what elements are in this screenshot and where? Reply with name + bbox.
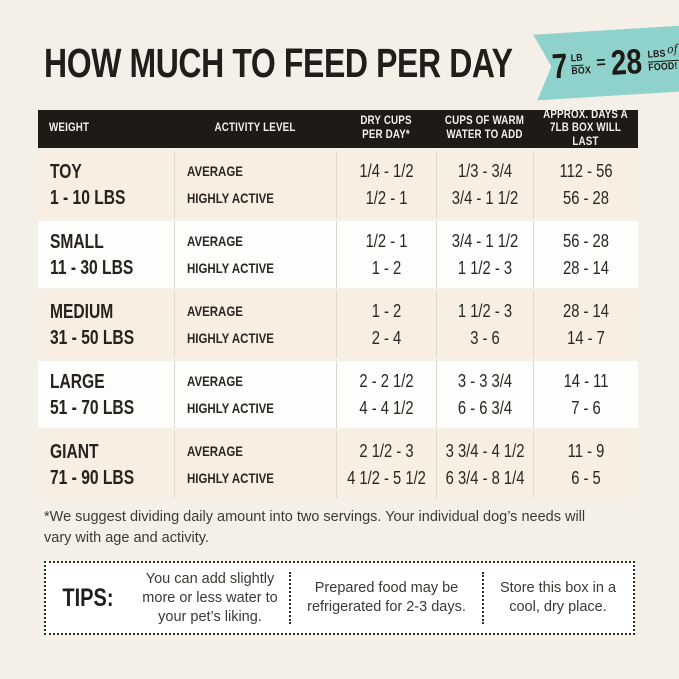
- dry-cups-cell: 1/4 - 1/2 1/2 - 1: [336, 151, 436, 218]
- days-last-cell: 14 - 11 7 - 6: [533, 361, 638, 428]
- badge-of-word: of: [666, 42, 678, 57]
- header-activity-level: ACTIVITY LEVEL: [214, 122, 296, 135]
- activity-cell: AVERAGE HIGHLY ACTIVE: [174, 361, 336, 428]
- servings-footnote: *We suggest dividing daily amount into t…: [44, 509, 586, 546]
- badge-food-label: FOOD!: [647, 60, 678, 74]
- activity-cell: AVERAGE HIGHLY ACTIVE: [174, 291, 336, 358]
- warm-water-cell: 3 3/4 - 4 1/2 6 3/4 - 8 1/4: [436, 431, 533, 498]
- table-row-medium: MEDIUM 31 - 50 LBS AVERAGE HIGHLY ACTIVE 1…: [38, 291, 638, 358]
- badge-lb-box-label: LB BOX: [570, 52, 591, 78]
- badge-box-count: 7: [550, 46, 569, 86]
- weight-cell: SMALL 11 - 30 LBS: [50, 230, 134, 279]
- days-last-cell: 112 - 56 56 - 28: [533, 151, 638, 218]
- table-row-giant: GIANT 71 - 90 LBS AVERAGE HIGHLY ACTIVE 2 …: [38, 431, 638, 498]
- table-row-small: SMALL 11 - 30 LBS AVERAGE HIGHLY ACTIVE 1/…: [38, 221, 638, 288]
- promo-badge: 7 LB BOX = 28 LBS of FOOD!: [533, 26, 679, 101]
- activity-cell: AVERAGE HIGHLY ACTIVE: [174, 221, 336, 288]
- header-weight: WEIGHT: [49, 122, 90, 135]
- weight-cell: TOY 1 - 10 LBS: [50, 160, 126, 209]
- tip-water-adjustment: You can add slightly more or less water …: [142, 570, 278, 625]
- feeding-table: WEIGHT ACTIVITY LEVEL DRY CUPS PER DAY* …: [38, 108, 638, 498]
- tip-refrigeration: Prepared food may be refrigerated for 2-…: [289, 563, 483, 633]
- tips-label-wrap: TIPS:: [46, 563, 130, 633]
- header-days-last: APPROX. DAYS A 7LB BOX WILL LAST: [543, 108, 628, 148]
- warm-water-cell: 3/4 - 1 1/2 1 1/2 - 3: [436, 221, 533, 288]
- days-last-cell: 56 - 28 28 - 14: [533, 221, 638, 288]
- tips-label: TIPS:: [62, 583, 114, 612]
- warm-water-cell: 1/3 - 3/4 3/4 - 1 1/2: [436, 151, 533, 218]
- badge-lb-label: LB: [570, 52, 583, 66]
- days-last-cell: 28 - 14 14 - 7: [533, 291, 638, 358]
- table-header-row: WEIGHT ACTIVITY LEVEL DRY CUPS PER DAY* …: [38, 108, 638, 148]
- warm-water-cell: 3 - 3 3/4 6 - 6 3/4: [436, 361, 533, 428]
- tips-box: TIPS: You can add slightly more or less …: [44, 561, 635, 635]
- page-title: HOW MUCH TO FEED PER DAY: [44, 40, 513, 86]
- tip-storage: Store this box in a cool, dry place.: [482, 563, 633, 633]
- header-dry-cups: DRY CUPS PER DAY*: [360, 115, 412, 141]
- header-warm-water: CUPS OF WARM WATER TO ADD: [444, 115, 525, 141]
- weight-cell: GIANT 71 - 90 LBS: [50, 440, 135, 489]
- activity-cell: AVERAGE HIGHLY ACTIVE: [174, 151, 336, 218]
- dry-cups-cell: 2 - 2 1/2 4 - 4 1/2: [336, 361, 436, 428]
- weight-cell: MEDIUM 31 - 50 LBS: [50, 300, 135, 349]
- activity-cell: AVERAGE HIGHLY ACTIVE: [174, 431, 336, 498]
- table-row-large: LARGE 51 - 70 LBS AVERAGE HIGHLY ACTIVE 2 …: [38, 361, 638, 428]
- promo-badge-content: 7 LB BOX = 28 LBS of FOOD!: [549, 41, 679, 84]
- badge-lbs-label: LBS of: [647, 45, 678, 63]
- badge-food-count: 28: [609, 41, 643, 83]
- table-row-toy: TOY 1 - 10 LBS AVERAGE HIGHLY ACTIVE 1/4 -…: [38, 151, 638, 218]
- badge-box-label: BOX: [571, 65, 592, 78]
- badge-lbs-food-label: LBS of FOOD!: [647, 45, 679, 74]
- weight-cell: LARGE 51 - 70 LBS: [50, 370, 135, 419]
- equals-sign: =: [595, 54, 607, 72]
